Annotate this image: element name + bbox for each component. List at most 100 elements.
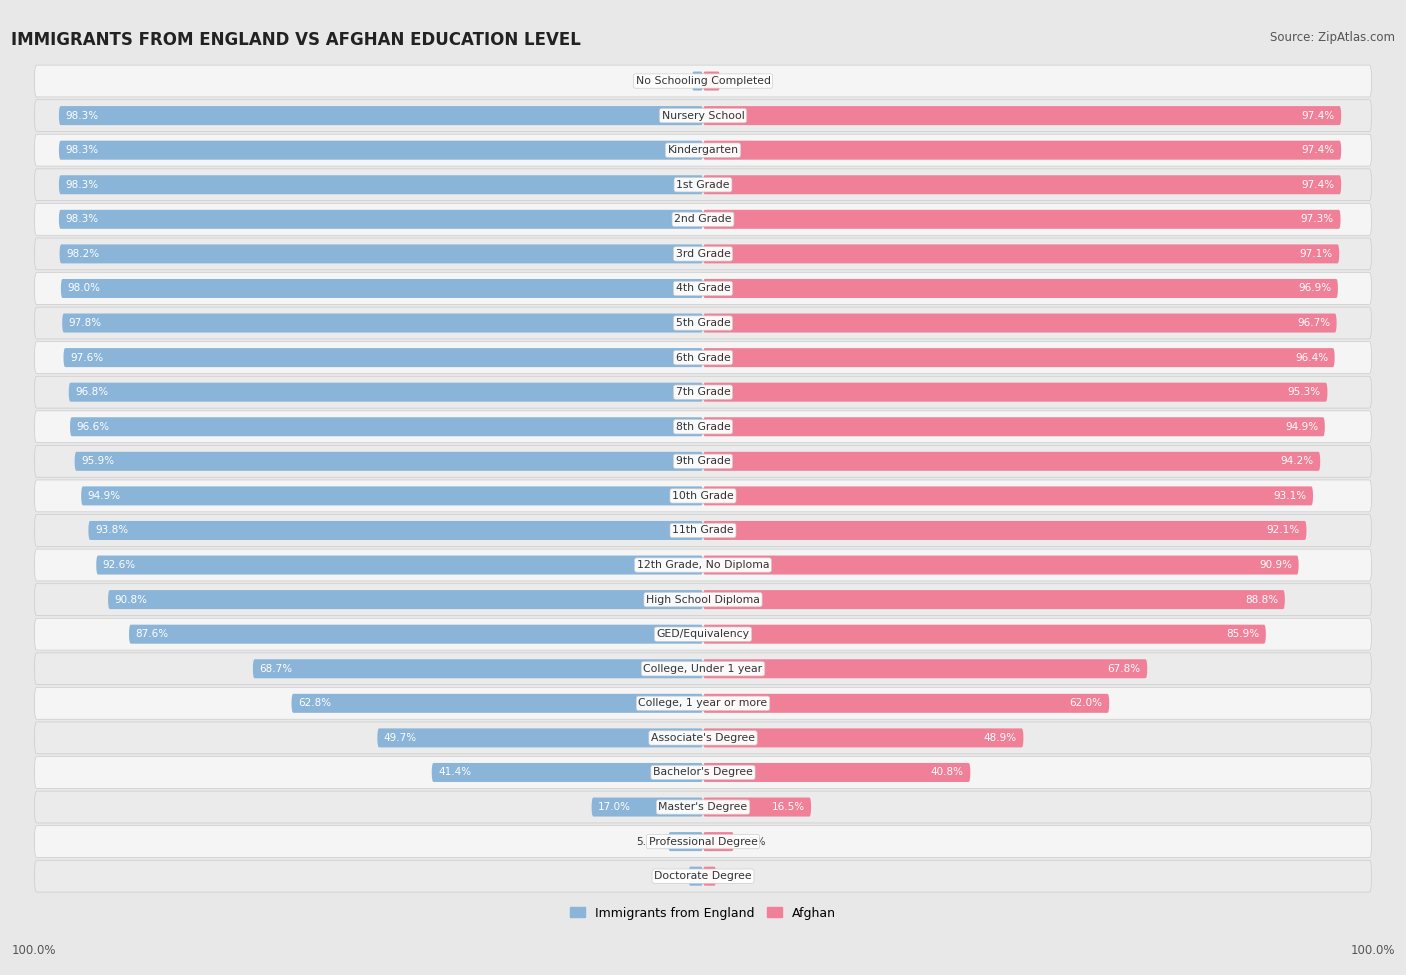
- Text: 88.8%: 88.8%: [1246, 595, 1278, 604]
- Text: 100.0%: 100.0%: [1350, 945, 1395, 957]
- FancyBboxPatch shape: [59, 106, 703, 125]
- Text: 94.9%: 94.9%: [1285, 422, 1319, 432]
- Text: 3rd Grade: 3rd Grade: [675, 249, 731, 259]
- FancyBboxPatch shape: [108, 590, 703, 609]
- FancyBboxPatch shape: [62, 314, 703, 332]
- Text: 100.0%: 100.0%: [11, 945, 56, 957]
- FancyBboxPatch shape: [291, 694, 703, 713]
- FancyBboxPatch shape: [35, 515, 1371, 546]
- Text: College, Under 1 year: College, Under 1 year: [644, 664, 762, 674]
- Text: 87.6%: 87.6%: [135, 629, 169, 640]
- Text: 97.4%: 97.4%: [1302, 145, 1334, 155]
- Text: 94.9%: 94.9%: [87, 490, 121, 501]
- Text: 98.3%: 98.3%: [66, 214, 98, 224]
- FancyBboxPatch shape: [35, 99, 1371, 132]
- Text: 4th Grade: 4th Grade: [676, 284, 730, 293]
- FancyBboxPatch shape: [59, 245, 703, 263]
- FancyBboxPatch shape: [703, 590, 1285, 609]
- FancyBboxPatch shape: [69, 382, 703, 402]
- FancyBboxPatch shape: [703, 798, 811, 816]
- Text: 2.0%: 2.0%: [721, 872, 748, 881]
- FancyBboxPatch shape: [35, 273, 1371, 304]
- FancyBboxPatch shape: [35, 791, 1371, 823]
- Text: 5.3%: 5.3%: [637, 837, 664, 846]
- FancyBboxPatch shape: [35, 169, 1371, 201]
- FancyBboxPatch shape: [703, 487, 1313, 505]
- Text: Nursery School: Nursery School: [662, 110, 744, 121]
- FancyBboxPatch shape: [703, 106, 1341, 125]
- Text: 97.6%: 97.6%: [70, 353, 103, 363]
- Text: 67.8%: 67.8%: [1108, 664, 1140, 674]
- Text: 1st Grade: 1st Grade: [676, 179, 730, 190]
- Text: 48.9%: 48.9%: [984, 733, 1017, 743]
- FancyBboxPatch shape: [59, 176, 703, 194]
- Text: 40.8%: 40.8%: [931, 767, 963, 777]
- Text: 98.3%: 98.3%: [66, 110, 98, 121]
- FancyBboxPatch shape: [703, 210, 1340, 229]
- FancyBboxPatch shape: [35, 238, 1371, 270]
- FancyBboxPatch shape: [89, 521, 703, 540]
- FancyBboxPatch shape: [703, 451, 1320, 471]
- Text: 98.3%: 98.3%: [66, 179, 98, 190]
- Text: 1.7%: 1.7%: [661, 76, 686, 86]
- FancyBboxPatch shape: [703, 382, 1327, 402]
- Text: 2.6%: 2.6%: [725, 76, 752, 86]
- Text: 5th Grade: 5th Grade: [676, 318, 730, 328]
- FancyBboxPatch shape: [703, 417, 1324, 436]
- Text: 8th Grade: 8th Grade: [676, 422, 730, 432]
- Text: 98.0%: 98.0%: [67, 284, 100, 293]
- Text: 94.2%: 94.2%: [1281, 456, 1313, 466]
- FancyBboxPatch shape: [129, 625, 703, 644]
- FancyBboxPatch shape: [35, 757, 1371, 789]
- Text: 9th Grade: 9th Grade: [676, 456, 730, 466]
- Text: 97.4%: 97.4%: [1302, 179, 1334, 190]
- FancyBboxPatch shape: [35, 410, 1371, 443]
- Text: 93.8%: 93.8%: [96, 526, 128, 535]
- Text: 96.4%: 96.4%: [1295, 353, 1329, 363]
- FancyBboxPatch shape: [703, 176, 1341, 194]
- FancyBboxPatch shape: [703, 763, 970, 782]
- Text: 62.0%: 62.0%: [1070, 698, 1102, 708]
- Text: 90.8%: 90.8%: [115, 595, 148, 604]
- Text: 95.9%: 95.9%: [82, 456, 114, 466]
- FancyBboxPatch shape: [703, 245, 1340, 263]
- FancyBboxPatch shape: [703, 140, 1341, 160]
- Text: 10th Grade: 10th Grade: [672, 490, 734, 501]
- FancyBboxPatch shape: [703, 314, 1337, 332]
- FancyBboxPatch shape: [703, 348, 1334, 368]
- Text: 41.4%: 41.4%: [439, 767, 471, 777]
- Text: 68.7%: 68.7%: [259, 664, 292, 674]
- FancyBboxPatch shape: [35, 307, 1371, 339]
- FancyBboxPatch shape: [703, 521, 1306, 540]
- Text: 95.3%: 95.3%: [1288, 387, 1320, 397]
- FancyBboxPatch shape: [703, 556, 1299, 574]
- Text: 92.6%: 92.6%: [103, 560, 136, 570]
- FancyBboxPatch shape: [703, 728, 1024, 748]
- Text: 90.9%: 90.9%: [1258, 560, 1292, 570]
- Text: Source: ZipAtlas.com: Source: ZipAtlas.com: [1270, 31, 1395, 44]
- FancyBboxPatch shape: [703, 659, 1147, 679]
- FancyBboxPatch shape: [592, 798, 703, 816]
- Text: Associate's Degree: Associate's Degree: [651, 733, 755, 743]
- FancyBboxPatch shape: [75, 451, 703, 471]
- Text: Professional Degree: Professional Degree: [648, 837, 758, 846]
- FancyBboxPatch shape: [432, 763, 703, 782]
- Text: 96.9%: 96.9%: [1298, 284, 1331, 293]
- Text: 96.8%: 96.8%: [76, 387, 108, 397]
- Text: 96.6%: 96.6%: [76, 422, 110, 432]
- FancyBboxPatch shape: [35, 376, 1371, 409]
- Text: 6th Grade: 6th Grade: [676, 353, 730, 363]
- Text: Doctorate Degree: Doctorate Degree: [654, 872, 752, 881]
- Text: 92.1%: 92.1%: [1267, 526, 1301, 535]
- Text: Bachelor's Degree: Bachelor's Degree: [652, 767, 754, 777]
- Text: 2.2%: 2.2%: [657, 872, 683, 881]
- FancyBboxPatch shape: [63, 348, 703, 368]
- Legend: Immigrants from England, Afghan: Immigrants from England, Afghan: [565, 902, 841, 924]
- Text: 11th Grade: 11th Grade: [672, 526, 734, 535]
- FancyBboxPatch shape: [82, 487, 703, 505]
- FancyBboxPatch shape: [692, 71, 703, 91]
- FancyBboxPatch shape: [35, 135, 1371, 166]
- Text: College, 1 year or more: College, 1 year or more: [638, 698, 768, 708]
- FancyBboxPatch shape: [59, 140, 703, 160]
- FancyBboxPatch shape: [703, 279, 1339, 298]
